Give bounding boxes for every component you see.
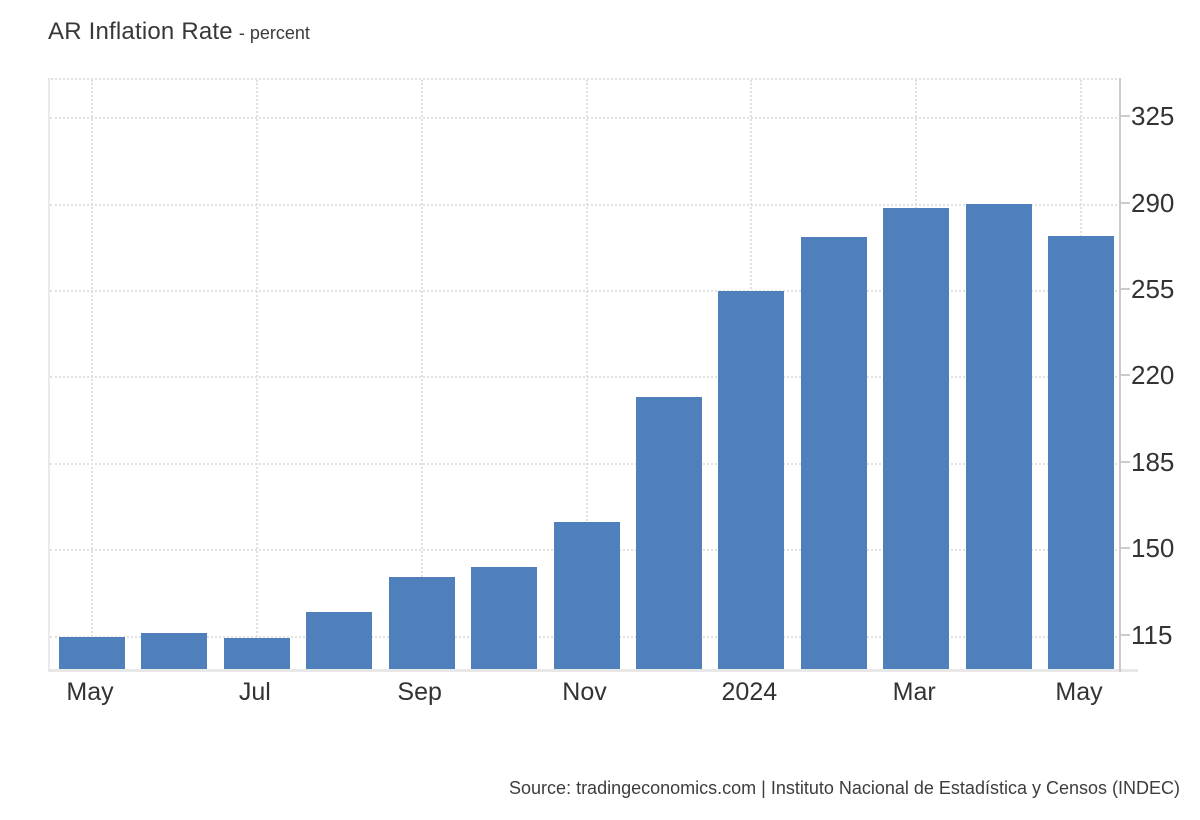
y-axis-tick-220: [1119, 374, 1130, 377]
y-axis-tick-185: [1119, 460, 1130, 463]
y-tick-label-325: 325: [1131, 101, 1175, 132]
y-axis-tick-255: [1119, 288, 1130, 290]
bar-apr-2024[interactable]: [965, 204, 1032, 672]
bar-jun-2023[interactable]: [141, 633, 208, 672]
x-tick-label-may: May: [66, 678, 114, 706]
x-tick-label-nov: Nov: [562, 678, 607, 706]
bar-feb-2024[interactable]: [800, 236, 867, 672]
bar-jan-2024[interactable]: [718, 291, 785, 672]
y-tick-label-185: 185: [1131, 446, 1175, 477]
bar-may-2023[interactable]: [59, 636, 125, 672]
bar-may-2024[interactable]: [1048, 236, 1114, 672]
y-tick-label-115: 115: [1131, 619, 1173, 650]
bar-sep-2023[interactable]: [388, 577, 455, 672]
bar-dec-2023[interactable]: [635, 396, 702, 672]
x-axis-baseline: [48, 669, 1138, 672]
y-tick-label-290: 290: [1131, 187, 1175, 218]
y-axis-tick-290: [1119, 201, 1130, 204]
gridline-vertical: [255, 80, 258, 672]
chart-header: AR Inflation Rate - percent: [48, 18, 310, 46]
bar-nov-2023[interactable]: [553, 521, 620, 672]
gridline-vertical: [91, 80, 93, 672]
y-tick-label-150: 150: [1131, 533, 1175, 564]
x-tick-label-sep: Sep: [397, 678, 442, 706]
bar-aug-2023[interactable]: [306, 611, 373, 672]
y-axis-tick-115: [1119, 633, 1130, 636]
chart-subtitle: - percent: [238, 23, 310, 43]
y-axis-tick-325: [1119, 115, 1130, 118]
y-axis-tick-150: [1119, 547, 1130, 550]
bar-oct-2023[interactable]: [471, 566, 538, 672]
bar-mar-2024[interactable]: [883, 207, 950, 672]
x-tick-label-mar: Mar: [892, 678, 936, 706]
y-tick-label-220: 220: [1131, 360, 1175, 391]
y-tick-label-255: 255: [1131, 274, 1175, 304]
x-tick-label-2024: 2024: [721, 678, 778, 706]
plot-area[interactable]: [48, 78, 1121, 672]
bar-jul-2023[interactable]: [223, 637, 290, 672]
x-tick-label-may: May: [1055, 678, 1103, 706]
gridline-vertical: [420, 80, 423, 672]
gridline-vertical: [585, 80, 588, 672]
chart-title: AR Inflation Rate: [48, 18, 233, 45]
source-attribution: Source: tradingeconomics.com | Instituto…: [509, 778, 1180, 798]
x-tick-label-jul: Jul: [238, 678, 271, 706]
